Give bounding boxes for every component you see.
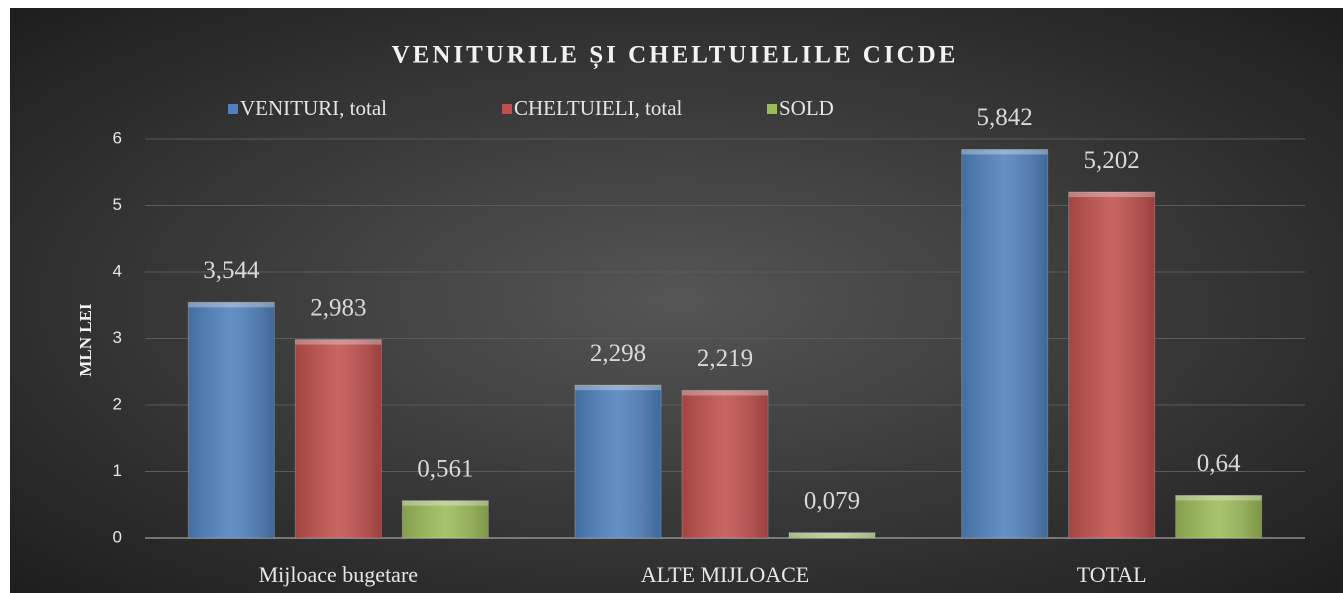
x-tick-label: TOTAL [1077,562,1147,587]
y-axis-label: MLN LEI [76,303,95,377]
bar-cap [402,500,489,506]
data-label: 2,219 [697,345,753,372]
y-tick-label: 4 [113,261,122,280]
bar-cap [789,532,875,538]
legend-label: SOLD [779,96,834,120]
bar-shine [1068,192,1155,538]
data-label: 5,202 [1084,147,1140,174]
bar-cap [1175,495,1262,501]
bar-cap [1068,192,1155,198]
legend-swatch [767,104,777,114]
y-tick-label: 3 [113,328,122,347]
bar-shine [402,500,489,538]
legend-swatch [228,104,238,114]
data-label: 3,544 [203,257,260,284]
data-label: 5,842 [977,104,1033,131]
data-label: 0,64 [1197,450,1241,477]
bar-cap [961,149,1048,155]
bar-shine [295,339,382,538]
x-tick-label: ALTE MIJLOACE [641,562,809,587]
legend-label: CHELTUIELI, total [514,96,683,120]
y-tick-label: 6 [113,128,122,147]
bar-shine [789,532,875,538]
x-tick-label: Mijloace bugetare [259,562,418,587]
bar-shine [961,149,1048,538]
bar-shine [575,385,661,538]
y-tick-label: 2 [113,394,122,413]
y-tick-label: 0 [113,527,122,546]
data-label: 0,079 [804,487,860,514]
legend-label: VENITURI, total [240,96,387,120]
bar-shine [188,302,275,538]
data-label: 2,983 [310,294,366,321]
legend-swatch [502,104,512,114]
bar-cap [188,302,275,308]
data-label: 2,298 [590,340,646,367]
y-tick-label: 1 [113,461,122,480]
bar-shine [682,390,768,538]
y-tick-label: 5 [113,195,122,214]
bar-shine [1175,495,1262,538]
bar-cap [682,390,768,396]
chart-title: VENITURILE ȘI CHELTUIELILE CICDE [392,42,959,70]
data-label: 0,561 [417,455,473,482]
bar-cap [295,339,382,345]
bar-cap [575,385,661,391]
